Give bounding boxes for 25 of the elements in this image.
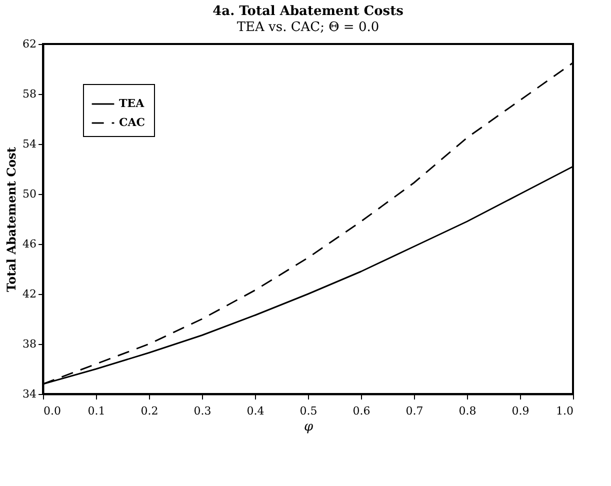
x-tick-label: 1.0 [556,404,574,418]
y-tick-label: 46 [22,238,36,250]
x-tick-label: 0.2 [140,404,158,418]
y-tick-label: 62 [22,38,36,50]
x-tick-label: 0.8 [458,404,476,418]
x-tick-label: 0.6 [352,404,370,418]
y-tick-label: 42 [22,288,36,300]
y-tick-label: 58 [22,88,36,100]
x-tick-label: 0.7 [406,404,424,418]
legend-label: TEA [119,97,145,110]
x-axis-title: φ [304,420,314,434]
y-tick-label: 38 [22,338,36,350]
x-tick-label: 0.0 [44,404,61,418]
legend-label: CAC [119,116,146,129]
x-tick-label: 0.3 [194,404,212,418]
chart-subtitle: TEA vs. CAC; Θ = 0.0 [236,20,380,35]
y-tick-label: 34 [22,388,36,400]
x-tick-label: 0.9 [512,404,530,418]
x-tick-label: 0.5 [300,404,318,418]
chart-title: 4a. Total Abatement Costs [212,4,404,19]
y-axis-title: Total Abatement Cost [4,146,19,292]
x-tick-label: 0.1 [88,404,106,418]
y-tick-label: 50 [22,188,36,200]
y-tick-label: 54 [22,138,36,150]
x-tick-label: 0.4 [246,404,264,418]
